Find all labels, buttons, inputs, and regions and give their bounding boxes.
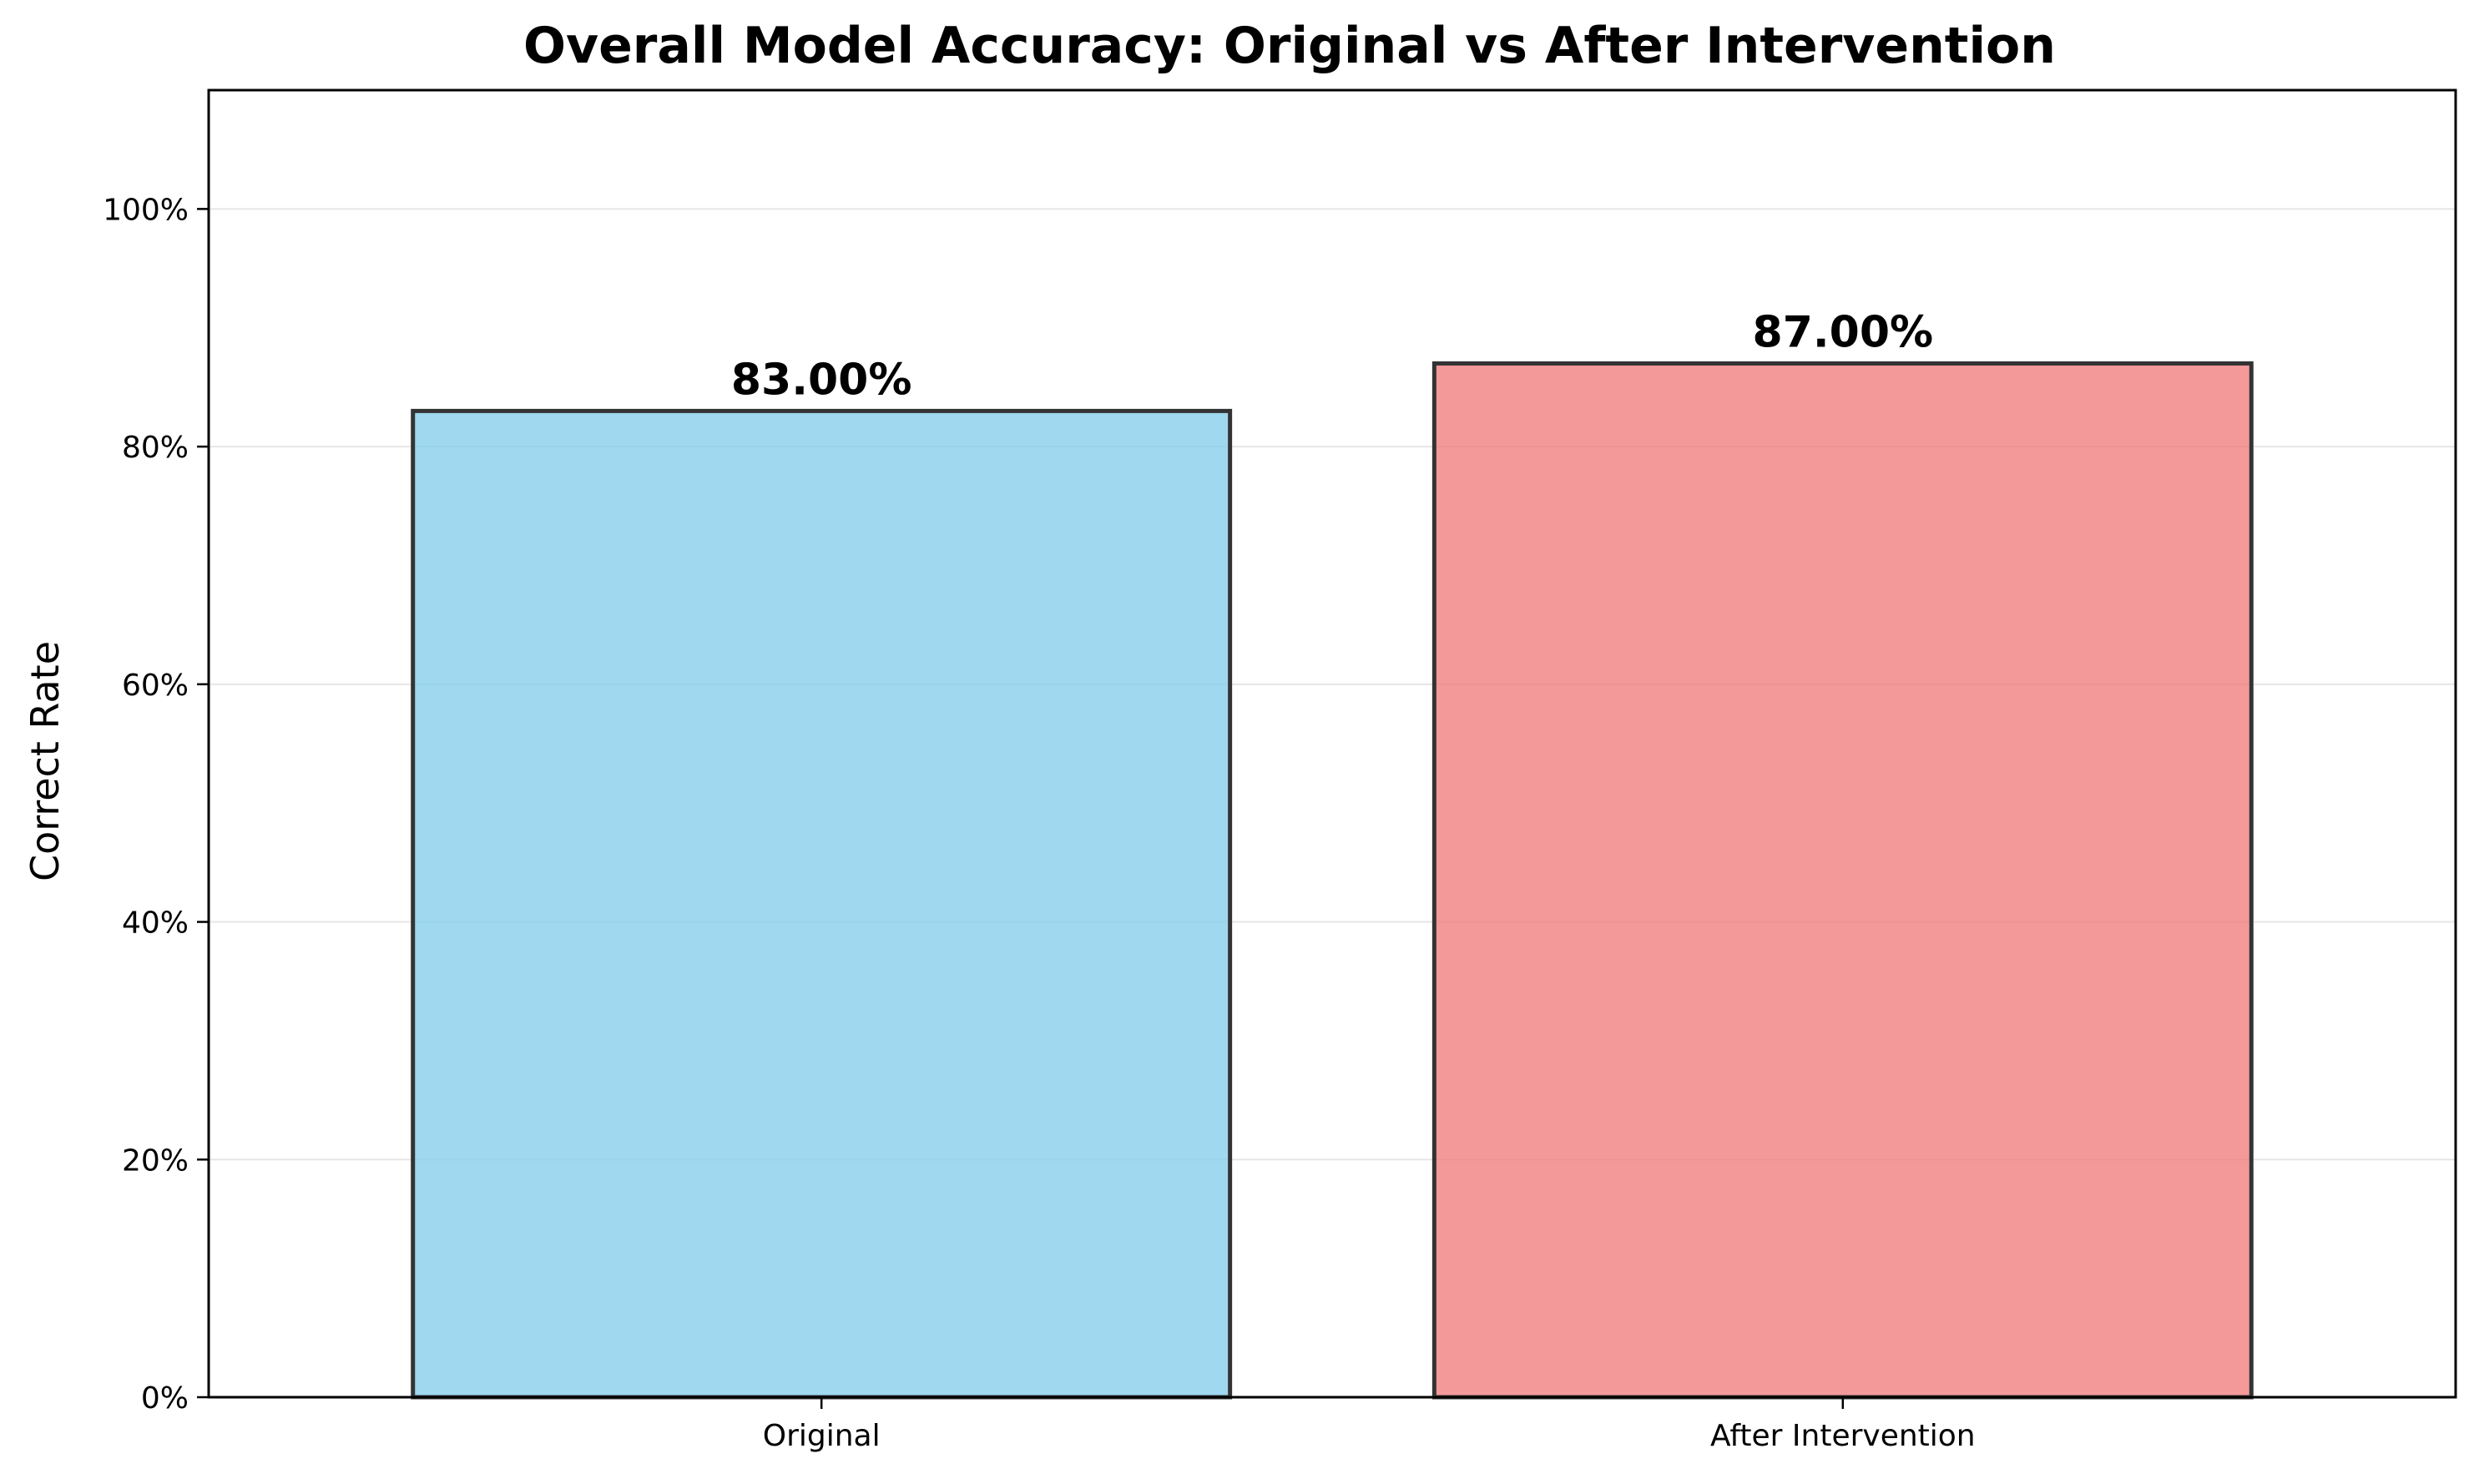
y-axis-ticks: 0% 20% 40% 60% 80% 100% [103,193,209,1416]
x-axis-ticks: Original After Intervention [763,1397,1976,1453]
x-tick-label: After Intervention [1710,1419,1976,1453]
plot-frame [207,88,2457,1399]
bars [411,361,2254,1400]
y-tick-label: 0% [141,1381,189,1416]
bar-after-intervention [1431,361,2254,1400]
data-label: 83.00% [731,355,912,405]
y-tick-label: 20% [122,1143,189,1178]
data-label: 87.00% [1753,307,1934,357]
y-axis-label: Correct Rate [23,641,68,881]
y-tick-label: 100% [103,193,189,227]
y-tick-label: 80% [122,431,189,465]
y-tick-label: 60% [122,669,189,703]
y-tick-label: 40% [122,906,189,941]
x-tick-label: Original [763,1419,881,1453]
bar-original [411,408,1233,1400]
data-labels: 83.00% 87.00% [731,307,1933,405]
chart-title: Overall Model Accuracy: Original vs Afte… [523,17,2056,75]
